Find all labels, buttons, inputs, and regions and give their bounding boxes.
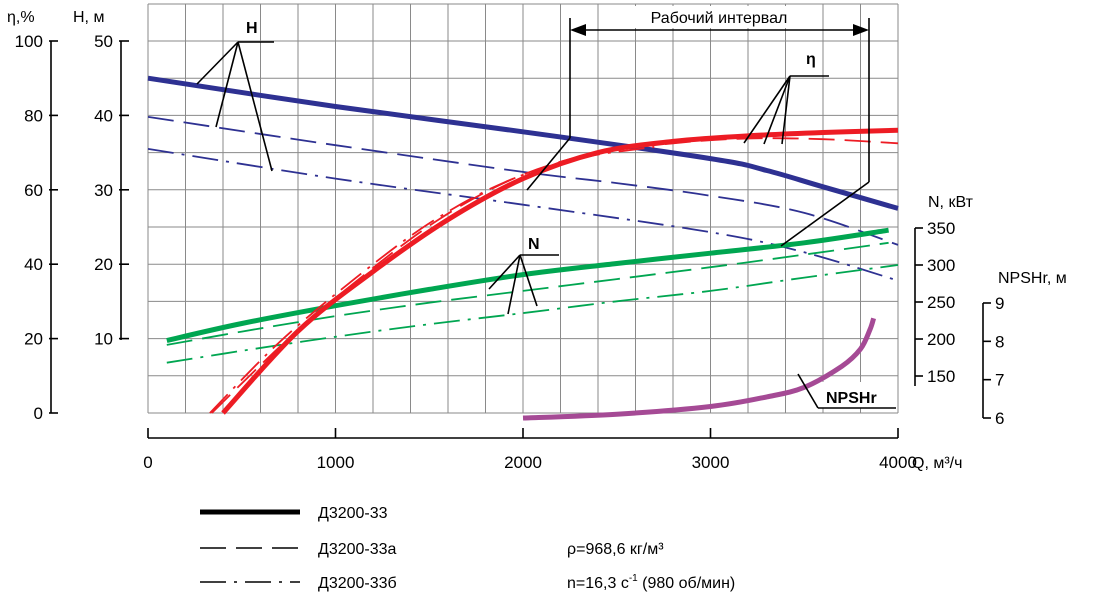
npshr-tick-label: 7 [995, 371, 1004, 390]
h-tick-label: 30 [94, 181, 113, 200]
legend-label-dash: Д3200-33а [318, 541, 397, 558]
npshr-tick-label: 6 [995, 409, 1004, 428]
q-tick-label: 2000 [504, 453, 542, 472]
series-npshr-solid-line [522, 317, 877, 421]
npshr-label-bg [822, 382, 897, 408]
eta-tick-label: 100 [15, 32, 43, 51]
eta-tick-label: 80 [24, 106, 43, 125]
chart-grid [147, 3, 899, 414]
chart-series [147, 75, 899, 421]
density-note: ρ=968,6 кг/м³ [567, 541, 664, 558]
n-axis-label: N, кВт [928, 194, 974, 211]
h-axis-label: H, м [73, 9, 104, 26]
legend: Д3200-33 Д3200-33а Д3200-33б [200, 505, 397, 592]
interval-left-leader [526, 137, 571, 191]
h-tick-label: 10 [94, 330, 113, 349]
h-curve-callout: H [196, 20, 274, 172]
n-tick-label: 350 [927, 219, 955, 238]
eta-curve-label: η [806, 51, 816, 68]
npshr-curve-callout: NPSHr [797, 373, 897, 409]
legend-label-solid: Д3200-33 [318, 505, 388, 522]
series-h-dashdot-line [147, 148, 899, 282]
speed-note: n=16,3 с-1 (980 об/мин) [567, 573, 735, 592]
h-tick-label: 20 [94, 255, 113, 274]
series-n-dashdot-line [166, 264, 899, 364]
working-interval-annotation: Рабочий интервал [526, 6, 870, 247]
n-tick-label: 300 [927, 256, 955, 275]
npshr-axis-label: NPSHr, м [998, 270, 1067, 287]
n-curve-label: N [528, 236, 540, 253]
q-tick-label: 4000 [879, 453, 917, 472]
npshr-tick-label: 8 [995, 332, 1004, 351]
n-tick-label: 200 [927, 330, 955, 349]
eta-tick-label: 20 [24, 330, 43, 349]
interval-arrow-left [570, 24, 586, 36]
series-n-dash-line [166, 241, 889, 346]
series-h-dash-line [147, 116, 899, 246]
chart-axes: 0204060801001020304050150200250300350678… [15, 32, 1005, 472]
eta-tick-label: 60 [24, 181, 43, 200]
q-tick-label: 1000 [317, 453, 355, 472]
series-eta-dashdot-line [209, 146, 655, 414]
series-h-solid-line [147, 75, 899, 211]
eta-tick-label: 40 [24, 255, 43, 274]
interval-label-bg [626, 6, 812, 28]
interval-arrow-right [853, 24, 869, 36]
eta-curve-callout: η [743, 51, 829, 145]
eta-axis-label: η,% [7, 9, 35, 26]
series-n-solid-line [166, 227, 889, 343]
h-tick-label: 40 [94, 106, 113, 125]
q-tick-label: 3000 [692, 453, 730, 472]
n-curve-callout: N [488, 236, 559, 315]
n-tick-label: 150 [927, 367, 955, 386]
npshr-curve-label: NPSHr [826, 390, 877, 407]
interval-right-leader [780, 181, 870, 247]
h-tick-label: 50 [94, 32, 113, 51]
q-tick-label: 0 [143, 453, 152, 472]
eta-tick-label: 0 [34, 404, 43, 423]
npshr-tick-label: 9 [995, 294, 1004, 313]
q-axis-label: Q, м³/ч [912, 455, 962, 472]
legend-label-dashdot: Д3200-33б [318, 575, 397, 592]
interval-label: Рабочий интервал [651, 10, 788, 27]
h-curve-label: H [246, 20, 258, 37]
n-tick-label: 250 [927, 293, 955, 312]
